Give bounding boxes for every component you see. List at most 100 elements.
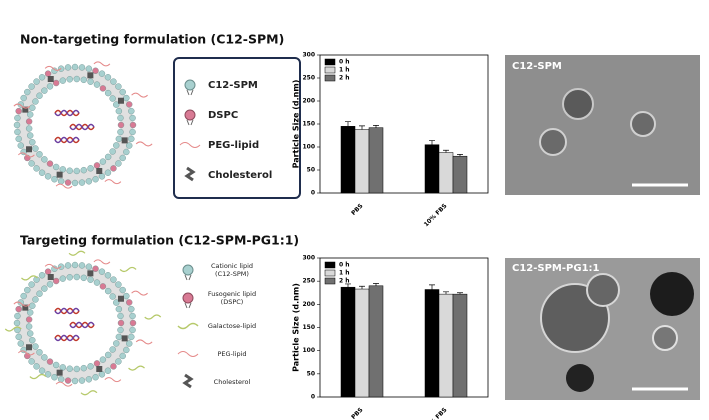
cholesterol [121,137,128,144]
lipid-head [109,346,116,353]
lipid-head [78,64,86,71]
particle [630,111,656,137]
lipid-head [71,63,79,71]
lipid-head [119,286,126,294]
galactose [128,365,145,371]
lipid-head [123,346,130,354]
legend-label: C12-SPM [208,80,258,91]
lipid-head [109,95,116,102]
lipid-head [46,83,54,90]
bar [452,293,468,398]
error-bar [443,149,449,153]
lipid-head [71,377,79,385]
lipid-head [98,268,106,275]
lipid-head [36,92,43,99]
lipid-head [115,135,123,143]
y-axis-label: Particle Size (d.nm) [292,80,301,169]
lipid-head [57,376,65,383]
lipid-head [51,176,58,183]
lipid-head [15,305,22,313]
lipid-head [33,363,40,370]
lipid-head [41,354,48,361]
lipid-head [117,128,124,136]
cholesterol [117,295,124,302]
lipid-head [44,70,52,77]
lipid-head [71,261,79,269]
lipid-head [115,281,122,288]
legend-label: 2 h [339,75,350,82]
lipid-head [51,374,58,381]
lipid-head [126,142,133,149]
lipid-head [73,167,80,175]
y-tick-label: 150 [302,324,315,331]
legend-icon [186,89,194,96]
lipid-head [25,118,33,125]
lipid-head [93,360,101,367]
legend-swatch [324,269,336,277]
galactose [21,275,38,281]
lipid-head [32,98,39,105]
lipid-head [46,358,54,365]
bar [354,129,370,194]
cholesterol [56,369,63,376]
legend-label: PEG-lipid [208,140,259,151]
legend-label: Cholesterol [214,378,251,386]
error-bar [359,285,365,290]
rna [54,334,80,342]
galactose [119,266,137,273]
y-tick-label: 200 [302,301,315,308]
lipid-head [15,107,22,115]
cholesterol [22,304,29,311]
legend-swatch [324,66,336,74]
legend-label: Galactose-lipid [208,322,256,330]
lipid-head [104,351,112,359]
lipid-head [73,365,80,373]
lipid-head [115,160,122,167]
lipid-head [64,64,72,71]
lipid-head [87,78,94,85]
lipid-head [80,166,87,174]
cholesterol [22,106,29,113]
lipid-head [52,79,60,87]
lipid-head [29,336,36,344]
lipid-head [123,94,130,102]
lipid-head [73,273,80,281]
bar [452,155,468,194]
legend-label: 0 h [339,59,350,66]
cholesterol [47,274,54,281]
lipid-head [128,333,135,341]
legend-icon [182,373,194,389]
peg [131,92,148,98]
image-label: C12-SPM [512,61,562,72]
lipid-head [128,107,135,115]
error-bar [359,125,365,130]
lipid-head [113,101,120,108]
legend-label: Fusogenic lipid [208,290,256,298]
lipid-head [113,299,120,306]
galactose [29,373,47,380]
lipid-head [98,173,106,180]
legend-icon [177,351,199,357]
lipid-head [38,169,46,176]
lipid-head [29,104,36,112]
lipid-head [25,316,33,323]
lipid-head [93,279,101,286]
y-tick-label: 0 [311,394,315,401]
lipid-head [104,272,112,279]
lipid-head [98,371,106,378]
lipid-head [28,160,35,167]
lipid-head [41,87,48,94]
lipid-head [104,74,112,81]
lipid-head [92,374,99,381]
lipid-head [104,89,112,97]
cholesterol [96,167,103,174]
lipid-head [64,179,72,186]
legend-label: 0 h [339,262,350,269]
lipid-head [59,166,67,173]
lipid-head [85,263,93,270]
particle [650,272,694,316]
legend-label: DSPC [208,110,238,121]
lipid-head [104,367,112,374]
lipid-head [123,292,130,300]
lipid-head [104,287,112,295]
